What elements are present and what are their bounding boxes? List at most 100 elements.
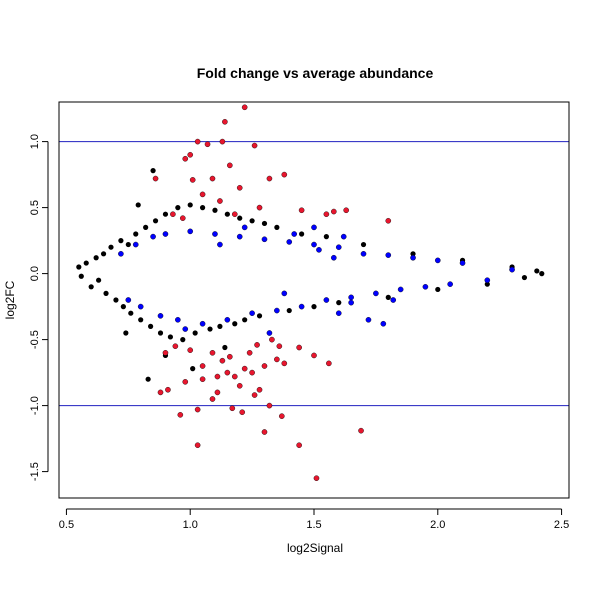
- y-tick-label-2: -0.5: [29, 330, 41, 349]
- data-point-s0-42: [323, 234, 329, 240]
- data-point-s2-62: [276, 343, 283, 350]
- data-point-s1-11: [224, 316, 231, 323]
- data-point-s0-10: [118, 238, 124, 244]
- data-point-s0-12: [125, 241, 131, 248]
- data-point-s1-33: [335, 310, 342, 317]
- data-point-s2-57: [219, 357, 226, 364]
- data-point-s2-46: [241, 365, 248, 372]
- y-tick-label-1: -1.0: [29, 396, 41, 415]
- data-point-s2-20: [343, 207, 349, 214]
- data-point-s0-45: [385, 294, 391, 300]
- data-point-s0-20: [157, 330, 164, 336]
- data-point-s0-1: [78, 273, 84, 279]
- data-point-s2-61: [269, 336, 275, 343]
- data-point-s2-12: [266, 175, 273, 182]
- data-point-s2-32: [266, 402, 273, 409]
- data-point-s2-48: [274, 356, 280, 363]
- data-point-s0-13: [128, 310, 134, 316]
- data-point-s2-36: [209, 396, 216, 402]
- data-point-s2-6: [187, 151, 194, 158]
- data-point-s2-33: [177, 412, 184, 418]
- x-tick-label-0: 0.5: [59, 519, 74, 531]
- data-point-s2-7: [182, 155, 189, 162]
- data-point-s2-44: [224, 369, 231, 376]
- data-point-s1-4: [150, 233, 156, 240]
- data-point-s0-7: [103, 290, 109, 296]
- data-point-s1-1: [125, 297, 132, 303]
- data-point-s1-2: [132, 241, 139, 248]
- data-point-s2-16: [217, 198, 223, 204]
- data-point-s1-24: [385, 252, 392, 258]
- data-point-s1-30: [459, 260, 466, 266]
- data-point-s2-52: [326, 360, 332, 367]
- data-point-s1-15: [274, 307, 280, 314]
- data-point-s1-16: [286, 239, 293, 245]
- data-point-s2-56: [209, 349, 216, 356]
- y-tick-label-4: 0.5: [29, 200, 41, 215]
- data-point-s2-35: [229, 405, 236, 412]
- data-point-s0-19: [152, 218, 159, 224]
- data-point-s1-47: [331, 254, 337, 261]
- data-point-s2-40: [165, 386, 171, 393]
- data-point-s2-27: [194, 442, 201, 449]
- data-point-s0-52: [534, 268, 540, 274]
- data-point-s2-47: [261, 363, 268, 369]
- data-point-s1-12: [236, 233, 243, 240]
- data-point-s2-17: [256, 204, 263, 211]
- data-point-s0-43: [336, 300, 342, 306]
- data-point-s0-56: [190, 366, 196, 372]
- plot-frame: [58, 101, 570, 499]
- y-tick-label-0: -1.5: [29, 462, 41, 481]
- data-point-s0-11: [120, 304, 126, 310]
- data-point-s1-46: [281, 290, 288, 297]
- data-point-s1-13: [249, 310, 255, 317]
- data-point-s0-57: [135, 202, 141, 208]
- data-point-s0-47: [435, 286, 441, 293]
- chart-title: Fold change vs average abundance: [197, 65, 434, 81]
- data-point-s1-14: [261, 236, 268, 243]
- data-point-s1-34: [365, 316, 372, 323]
- data-point-s2-18: [298, 207, 305, 214]
- data-point-s1-18: [311, 241, 317, 248]
- data-point-s2-63: [199, 363, 206, 369]
- data-point-s1-26: [410, 254, 416, 261]
- data-point-s1-43: [266, 330, 273, 336]
- data-point-s1-21: [348, 294, 354, 301]
- data-point-s2-10: [152, 175, 159, 182]
- data-point-s1-44: [348, 299, 354, 306]
- data-point-s1-7: [175, 316, 181, 323]
- data-point-s1-31: [484, 277, 491, 284]
- data-point-s2-21: [385, 217, 392, 224]
- data-point-s1-40: [217, 241, 223, 248]
- data-point-s0-39: [286, 307, 292, 314]
- data-point-s2-65: [256, 386, 263, 393]
- reference-lines: [59, 141, 569, 407]
- data-point-s0-6: [100, 251, 107, 257]
- data-point-s0-9: [113, 297, 119, 303]
- data-point-s2-39: [157, 389, 164, 396]
- data-point-s1-45: [316, 247, 322, 253]
- data-point-s0-28: [207, 326, 213, 332]
- data-point-s0-54: [145, 376, 151, 382]
- data-point-s0-22: [167, 334, 174, 340]
- data-point-s2-23: [170, 211, 176, 217]
- data-point-s1-8: [187, 228, 194, 235]
- data-point-s1-23: [373, 290, 379, 297]
- data-point-s2-53: [162, 349, 169, 356]
- data-point-s2-25: [231, 211, 238, 217]
- data-point-s2-59: [246, 349, 253, 356]
- data-point-s0-58: [123, 330, 129, 336]
- y-tick-label-3: 0.0: [29, 266, 41, 281]
- data-point-s1-20: [335, 244, 342, 250]
- data-point-s0-8: [108, 244, 114, 250]
- data-point-s1-39: [390, 297, 397, 303]
- data-point-s2-58: [227, 353, 233, 360]
- data-point-s1-10: [212, 231, 218, 237]
- data-point-s2-26: [313, 475, 320, 482]
- data-point-s0-21: [162, 211, 169, 217]
- data-point-s2-45: [231, 373, 238, 380]
- data-point-s0-14: [133, 231, 139, 237]
- x-tick-label-4: 2.5: [554, 519, 569, 531]
- data-point-s2-19: [323, 211, 330, 217]
